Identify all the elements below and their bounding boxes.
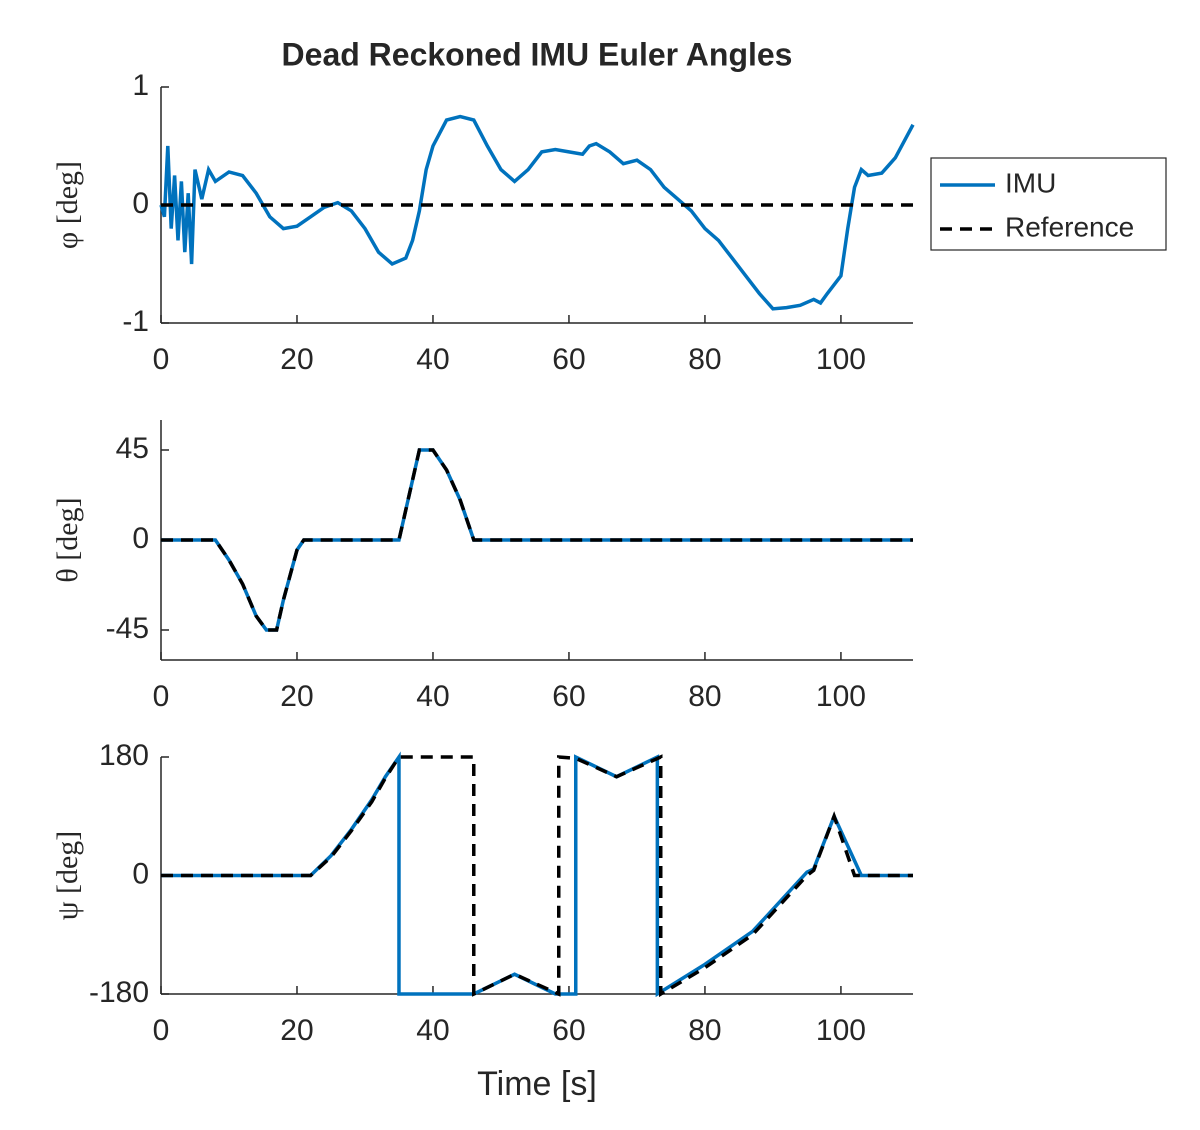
x-tick-label: 80 (688, 1014, 721, 1047)
x-tick-label: 20 (280, 343, 313, 376)
x-tick-label: 100 (816, 680, 866, 713)
x-tick-label: 40 (416, 680, 449, 713)
x-tick-label: 40 (416, 343, 449, 376)
series-line (161, 448, 913, 632)
series-line (161, 751, 913, 998)
x-tick-label: 60 (552, 680, 585, 713)
legend-label: IMU (1005, 167, 1056, 198)
y-tick-label: 0 (132, 522, 149, 555)
x-tick-label: 0 (153, 343, 170, 376)
x-tick-label: 0 (153, 680, 170, 713)
chart-title: Dead Reckoned IMU Euler Angles (282, 36, 793, 72)
y-axis-label: φ [deg] (51, 161, 84, 249)
y-tick-label: 1 (132, 69, 149, 102)
legend-label: Reference (1005, 211, 1134, 242)
series-line (161, 754, 913, 998)
x-tick-label: 100 (816, 1014, 866, 1047)
x-axis-label: Time [s] (477, 1065, 597, 1103)
y-tick-label: -1 (122, 305, 149, 338)
series-line (159, 114, 915, 311)
x-tick-label: 20 (280, 1014, 313, 1047)
x-tick-label: 40 (416, 1014, 449, 1047)
y-tick-label: -180 (89, 976, 149, 1009)
y-tick-label: 180 (99, 739, 149, 772)
x-tick-label: 0 (153, 1014, 170, 1047)
y-axis-label: θ [deg] (51, 497, 84, 582)
y-tick-label: 0 (132, 857, 149, 890)
x-tick-label: 100 (816, 343, 866, 376)
y-tick-label: 45 (116, 432, 149, 465)
y-tick-label: 0 (132, 187, 149, 220)
x-tick-label: 20 (280, 680, 313, 713)
x-tick-label: 80 (688, 343, 721, 376)
y-tick-label: -45 (106, 612, 149, 645)
x-tick-label: 80 (688, 680, 721, 713)
x-tick-label: 60 (552, 1014, 585, 1047)
x-tick-label: 60 (552, 343, 585, 376)
y-axis-label: ψ [deg] (51, 831, 84, 921)
legend-box (930, 157, 1167, 251)
